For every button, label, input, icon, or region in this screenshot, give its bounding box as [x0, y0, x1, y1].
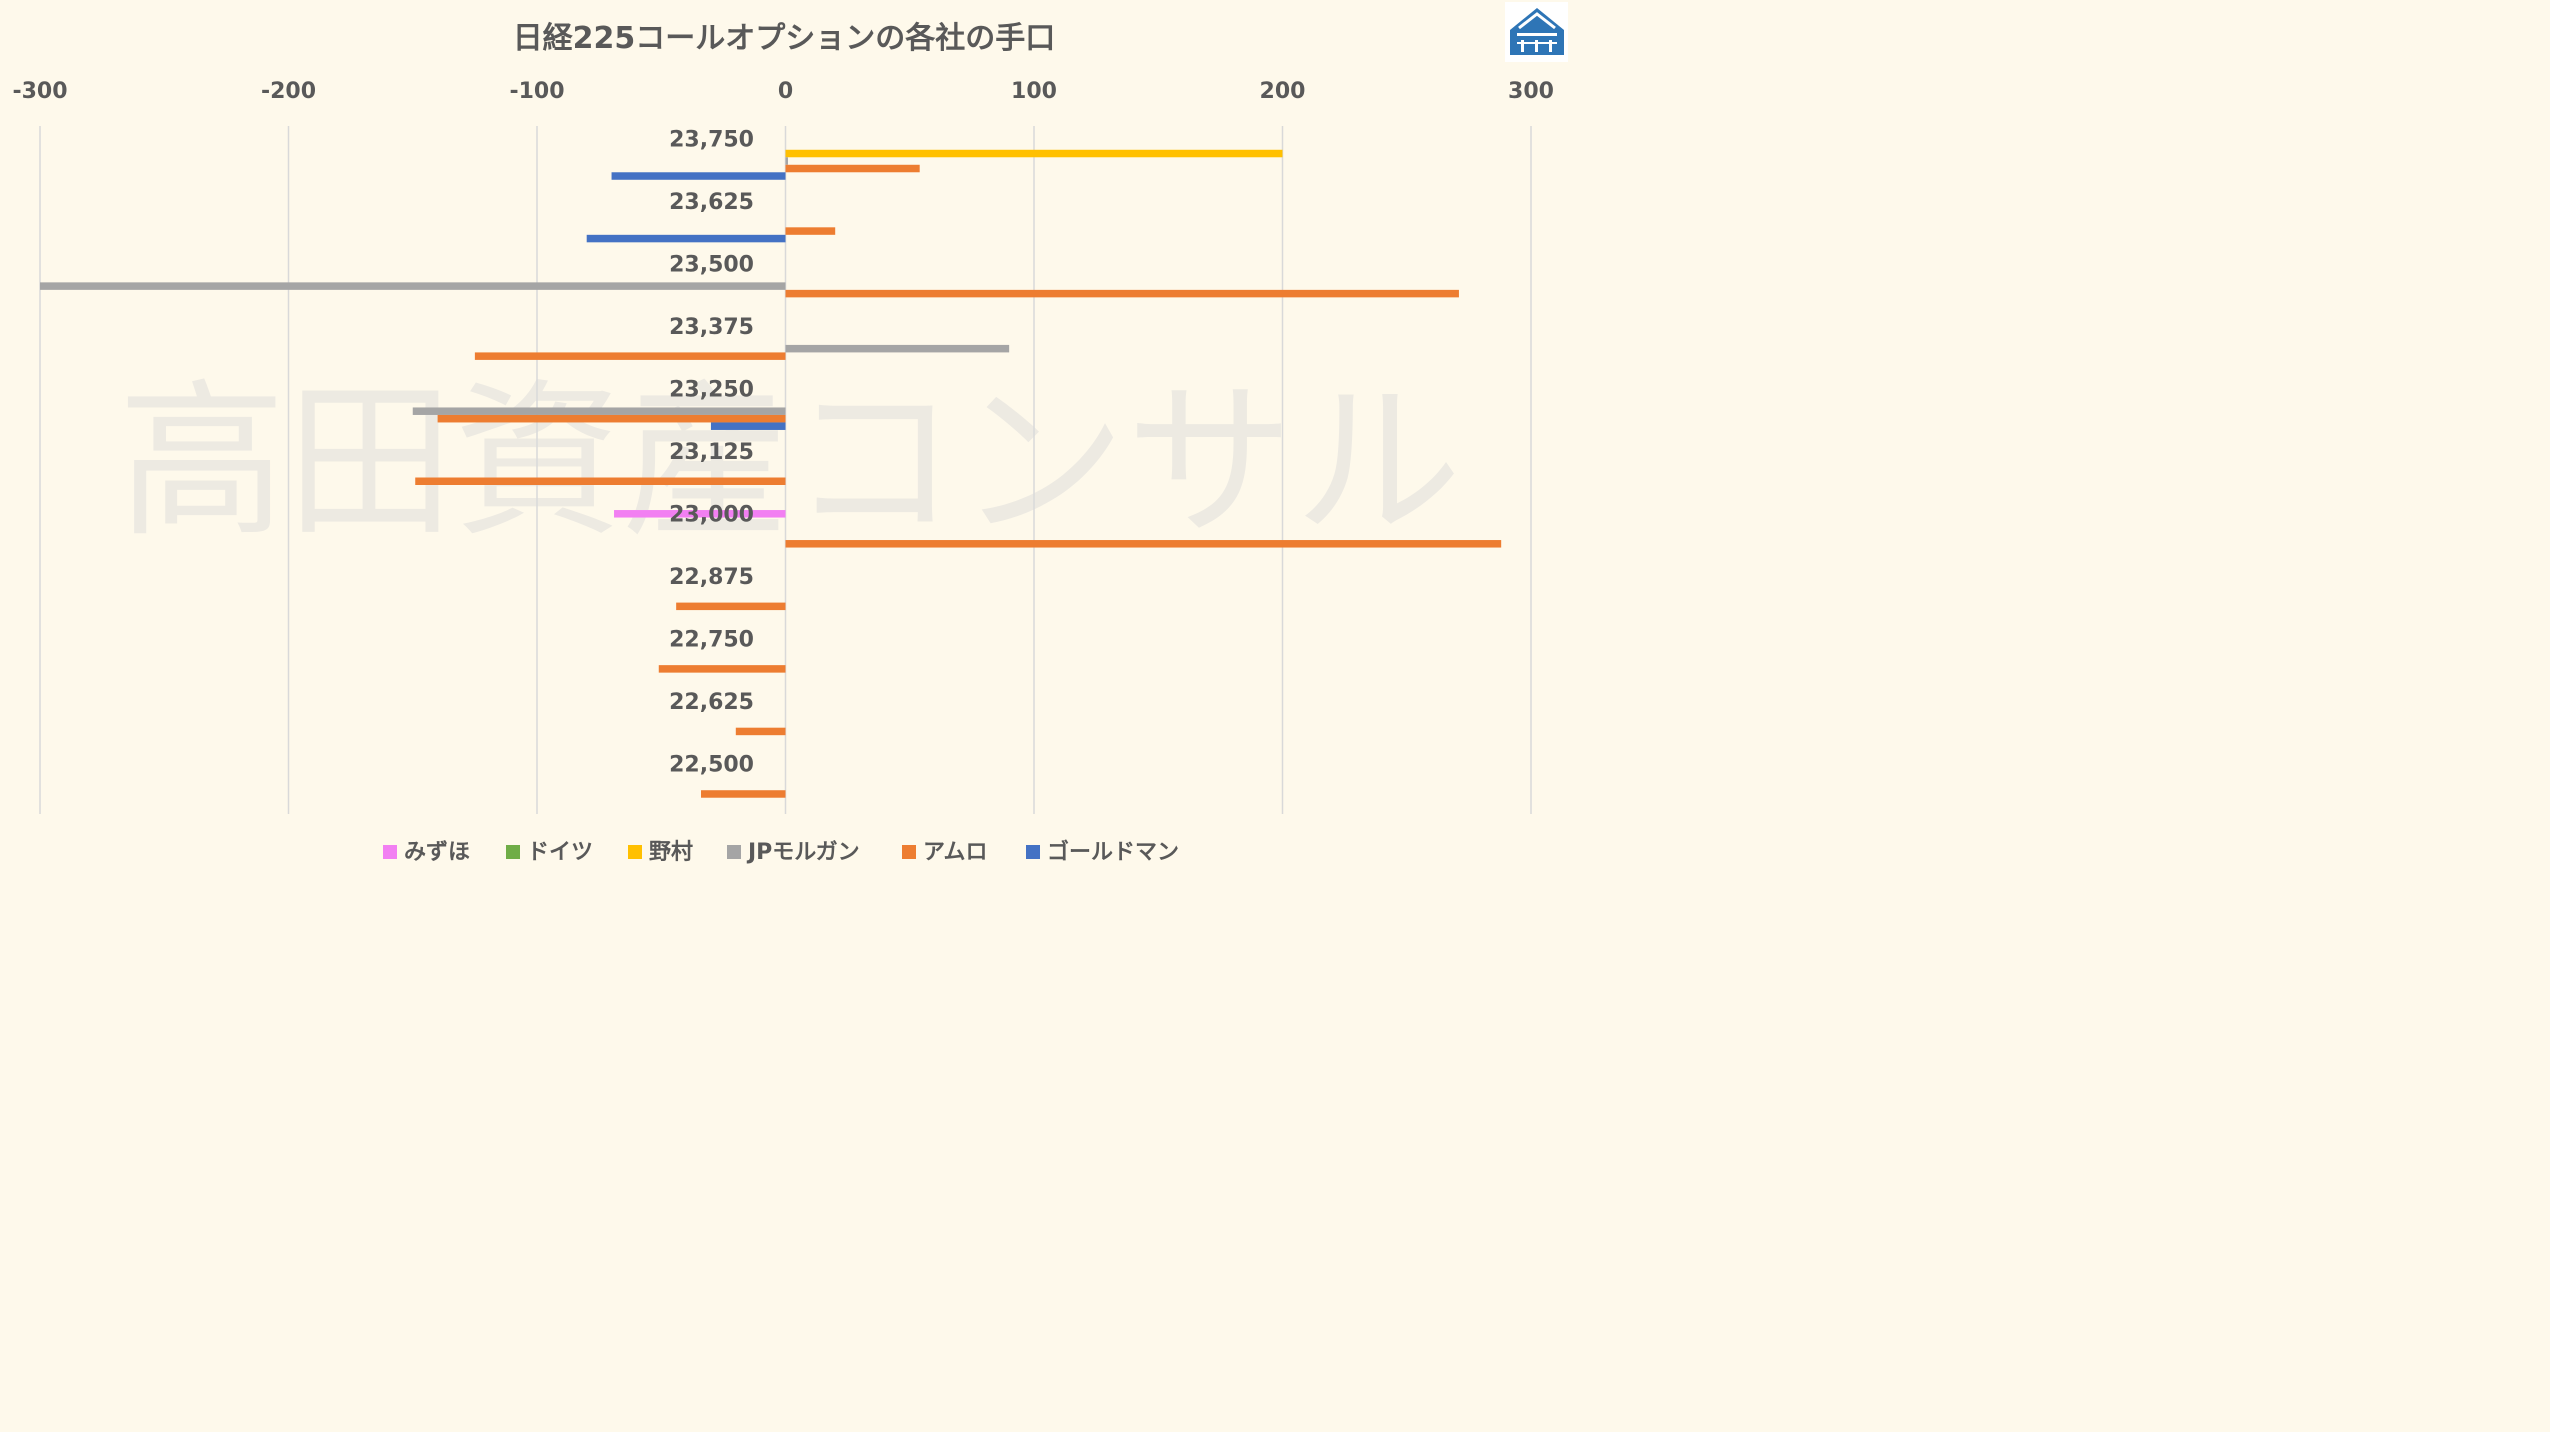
legend-label: JPモルガン: [746, 840, 860, 865]
category-label: 23,375: [669, 315, 754, 340]
category-label: 23,500: [669, 252, 754, 277]
category-label: 22,750: [669, 628, 754, 653]
category-label: 23,125: [669, 440, 754, 465]
bar-3-3: [785, 344, 1010, 353]
bar-4-2: [785, 289, 1459, 298]
bar-5-0: [611, 172, 786, 180]
bar-5-1: [586, 234, 786, 243]
category-label: 22,625: [669, 690, 754, 715]
bar-0-6: [614, 510, 786, 518]
bar-4-5: [415, 477, 786, 485]
bar-2-0: [785, 149, 1283, 158]
chart-root: 高田資産コンサル 23,750 23,625 23,500 23,375 23,250 2…: [0, 0, 1568, 881]
legend-swatch: [506, 845, 520, 859]
category-label: 23,000: [669, 503, 754, 528]
category-label: 23,250: [669, 377, 754, 402]
bar-5-4: [710, 422, 786, 430]
legend: みずほ ドイツ 野村 JPモルガン アムロ ゴールドマン: [383, 839, 1179, 865]
x-tick-label: 300: [1508, 79, 1554, 104]
bar-3-2: [40, 282, 786, 290]
category-label: 22,500: [669, 753, 754, 778]
legend-label: 野村: [649, 840, 693, 865]
x-tick-label: 100: [1011, 79, 1057, 104]
bars: [40, 149, 1502, 798]
category-label: 23,625: [669, 190, 754, 215]
legend-label: アムロ: [923, 840, 987, 865]
x-tick-label: -300: [12, 79, 67, 104]
legend-swatch: [628, 845, 642, 859]
x-tick-label: 0: [778, 79, 793, 104]
x-tick-label: -100: [509, 79, 564, 104]
bar-4-4: [437, 414, 786, 423]
building-logo-icon: [1505, 2, 1568, 62]
legend-label: ゴールドマン: [1047, 839, 1179, 865]
legend-swatch: [1026, 845, 1040, 859]
legend-swatch: [902, 845, 916, 859]
chart-title: 日経225コールオプションの各社の手口: [513, 21, 1056, 56]
legend-label: みずほ: [404, 840, 470, 865]
x-tick-label: -200: [261, 79, 316, 104]
x-tick-label: 200: [1260, 79, 1306, 104]
bar-chart: 高田資産コンサル 23,75023,62523,50023,37523,2502…: [12, 2, 1568, 865]
bar-3-4: [412, 407, 786, 415]
legend-label: ドイツ: [527, 840, 593, 865]
bar-3-0: [785, 157, 788, 165]
bar-4-9: [735, 727, 786, 736]
bar-4-10: [701, 790, 786, 798]
x-axis-ticks: -300 -200 -100 0 100 200 300: [12, 79, 1554, 104]
bar-4-8: [658, 665, 786, 673]
bar-4-7: [676, 602, 786, 611]
bar-4-6: [785, 540, 1502, 548]
category-labels: 23,750 23,625 23,500 23,375 23,250 23,125 23,0…: [669, 127, 754, 777]
category-label: 23,750: [669, 127, 754, 152]
bar-4-0: [785, 164, 920, 173]
legend-swatch: [383, 845, 397, 859]
watermark-text: 高田資産コンサル: [118, 364, 1462, 560]
category-label: 22,875: [669, 565, 754, 590]
bar-4-3: [474, 352, 786, 360]
legend-swatch: [727, 845, 741, 859]
bar-4-1: [785, 227, 836, 235]
